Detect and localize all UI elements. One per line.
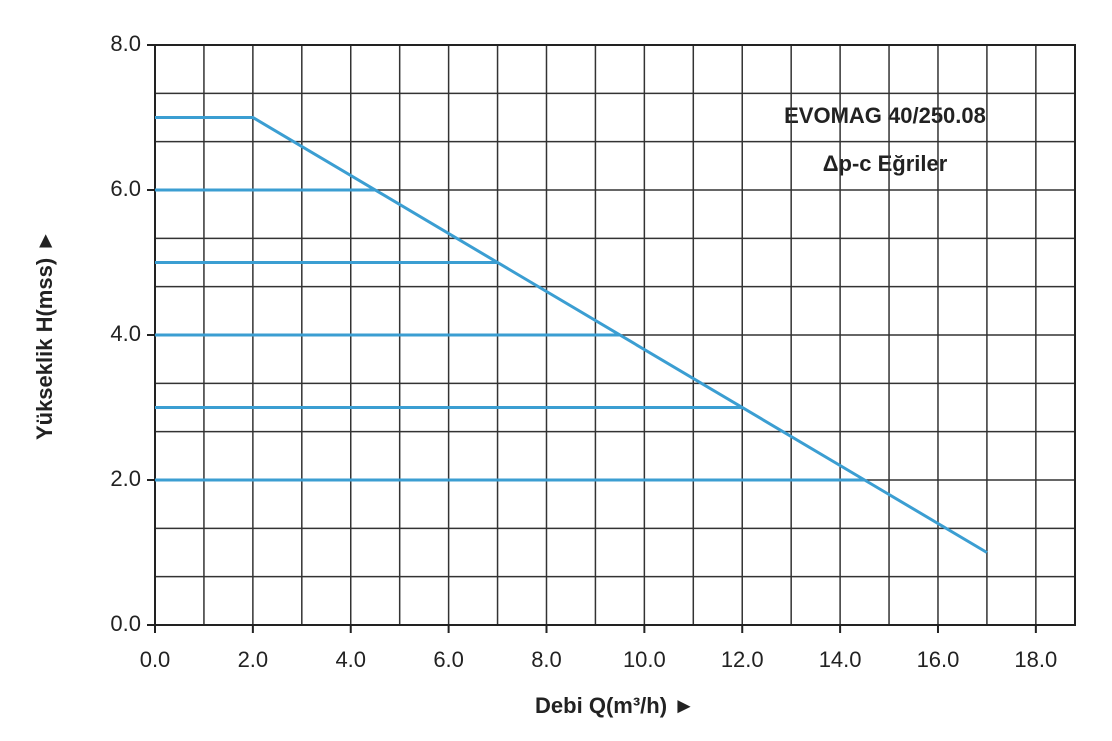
annotation: Δp-c Eğriler bbox=[823, 151, 948, 176]
annotation: EVOMAG 40/250.08 bbox=[784, 103, 986, 128]
x-tick-label: 4.0 bbox=[335, 647, 366, 672]
y-tick-label: 8.0 bbox=[110, 31, 141, 56]
x-tick-label: 10.0 bbox=[623, 647, 666, 672]
x-axis-label: Debi Q(m³/h) ► bbox=[535, 693, 695, 718]
x-tick-label: 6.0 bbox=[433, 647, 464, 672]
y-tick-label: 2.0 bbox=[110, 466, 141, 491]
x-tick-label: 12.0 bbox=[721, 647, 764, 672]
x-tick-label: 14.0 bbox=[819, 647, 862, 672]
x-tick-label: 16.0 bbox=[917, 647, 960, 672]
y-axis-label: Yükseklik H(mss) ► bbox=[32, 230, 57, 440]
x-tick-label: 8.0 bbox=[531, 647, 562, 672]
y-tick-label: 0.0 bbox=[110, 611, 141, 636]
x-tick-label: 0.0 bbox=[140, 647, 171, 672]
x-tick-label: 18.0 bbox=[1014, 647, 1057, 672]
x-tick-label: 2.0 bbox=[238, 647, 269, 672]
y-tick-label: 4.0 bbox=[110, 321, 141, 346]
y-tick-label: 6.0 bbox=[110, 176, 141, 201]
